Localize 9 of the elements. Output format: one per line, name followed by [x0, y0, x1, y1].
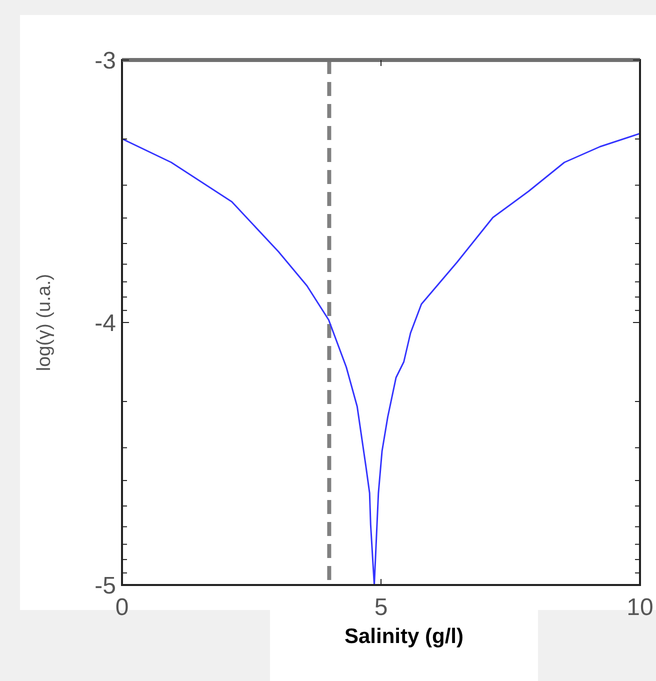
y-tick-label: -5: [94, 572, 116, 600]
x-axis-title: Salinity (g/l): [344, 625, 464, 648]
y-tick-label: -3: [94, 47, 116, 74]
y-tick-label: -4: [94, 310, 116, 337]
x-tick-label: 0: [115, 594, 129, 621]
x-tick-label: 10: [626, 594, 654, 621]
line-series: [121, 132, 641, 586]
y-axis-title: log(γ) (u.a.): [34, 274, 55, 372]
x-tick-label: 5: [374, 594, 388, 621]
